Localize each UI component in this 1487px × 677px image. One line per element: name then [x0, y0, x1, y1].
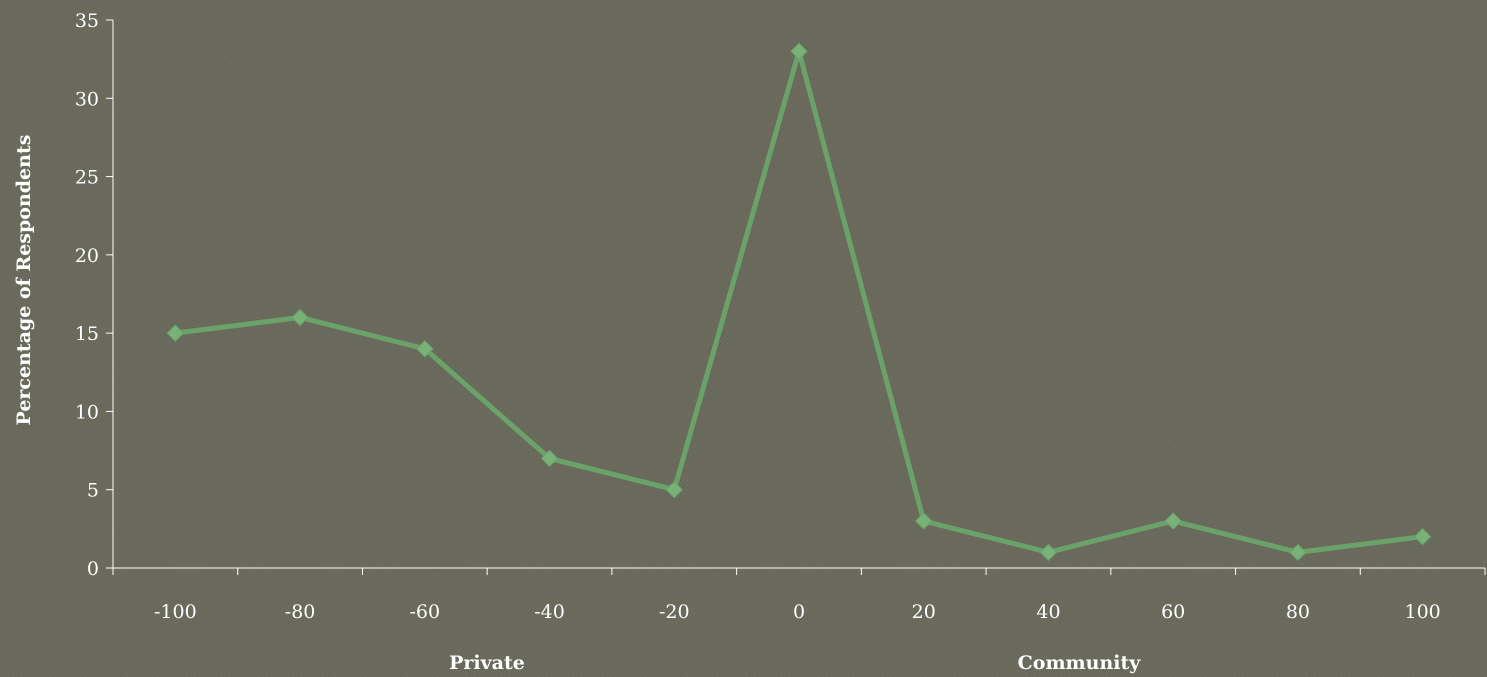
- data-point-marker: [790, 42, 808, 61]
- x-group-label-private: Private: [449, 652, 525, 674]
- series-line: [175, 48, 1423, 555]
- data-point-marker: [1039, 543, 1058, 562]
- x-tick-label: -40: [534, 601, 565, 623]
- data-point-marker: [1164, 512, 1182, 530]
- data-point-marker: [166, 324, 185, 342]
- y-axis: 0 5 10 15 20 25 30 35: [75, 10, 114, 580]
- x-group-label-community: Community: [1018, 652, 1142, 674]
- x-tick-label: 40: [1036, 601, 1060, 623]
- data-point-marker: [1413, 527, 1432, 546]
- y-tick-label: 15: [75, 323, 99, 345]
- x-axis: -100 -80 -60 -40 -20 0 20 40 60 80 100: [112, 567, 1486, 623]
- data-point-marker: [1289, 543, 1307, 562]
- x-tick-label: 60: [1161, 601, 1185, 623]
- y-tick-label: 20: [75, 245, 99, 267]
- x-tick-label: 0: [793, 601, 805, 623]
- x-tick-label: -80: [285, 601, 316, 623]
- data-point-marker: [540, 449, 559, 468]
- x-tick-label: -60: [410, 601, 441, 623]
- data-point-marker: [915, 512, 933, 530]
- y-axis-title: Percentage of Respondents: [13, 135, 35, 426]
- y-tick-label: 25: [75, 167, 99, 189]
- y-tick-label: 5: [87, 480, 99, 502]
- data-point-marker: [416, 340, 434, 358]
- data-point-marker: [291, 308, 309, 327]
- data-point-marker: [665, 481, 683, 499]
- x-tick-label: -20: [659, 601, 690, 623]
- x-tick-label: 100: [1405, 601, 1441, 623]
- y-tick-label: 30: [75, 88, 99, 110]
- y-tick-label: 35: [75, 10, 99, 32]
- series-layer: [166, 42, 1432, 562]
- y-tick-label: 10: [75, 401, 99, 423]
- x-tick-label: 20: [912, 601, 936, 623]
- y-tick-label: 0: [87, 558, 99, 580]
- x-tick-label: -100: [154, 601, 197, 623]
- x-tick-label: 80: [1286, 601, 1310, 623]
